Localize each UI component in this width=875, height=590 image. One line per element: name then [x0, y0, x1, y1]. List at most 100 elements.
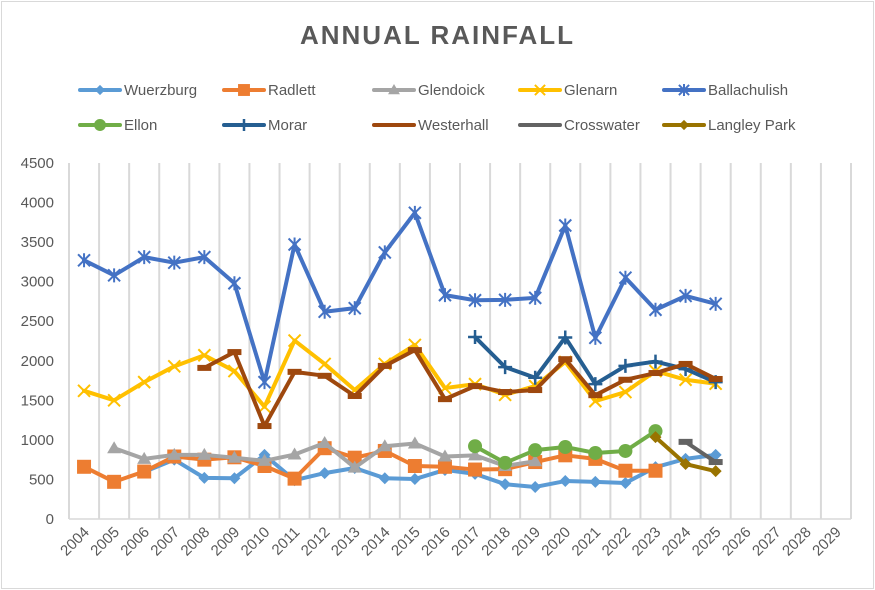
marker-x: [77, 384, 91, 398]
legend-item-ballachulish: Ballachulish: [662, 80, 788, 100]
marker-diamond: [649, 431, 662, 444]
marker-triangle: [197, 447, 212, 460]
marker-x: [287, 333, 302, 348]
marker-dash: [648, 370, 663, 377]
marker-dash: [287, 368, 302, 375]
marker-plus: [498, 360, 513, 375]
series-crosswater: [678, 438, 723, 466]
x-tick-label: 2028: [779, 524, 815, 560]
legend-item-ellon: Ellon: [78, 115, 157, 135]
x-tick-label: 2027: [749, 524, 785, 560]
x-tick-label: 2018: [478, 524, 514, 560]
marker-dash: [588, 392, 603, 399]
legend-item-langley-park: Langley Park: [662, 115, 796, 135]
y-tick-label: 4000: [21, 195, 54, 212]
legend-swatch: [372, 123, 416, 127]
legend-item-glenarn: Glenarn: [518, 80, 617, 100]
marker-star: [678, 84, 690, 96]
x-tick-label: 2005: [87, 524, 123, 560]
marker-square: [437, 459, 452, 474]
x-tick-label: 2024: [659, 524, 695, 560]
marker-dash: [257, 423, 272, 430]
marker-star: [378, 245, 392, 260]
x-tick-label: 2016: [418, 524, 454, 560]
marker-circle: [588, 445, 603, 460]
marker-triangle: [107, 441, 122, 454]
legend-label: Wuerzburg: [124, 81, 198, 99]
x-tick-label: 2025: [689, 524, 725, 560]
legend-item-westerhall: Westerhall: [372, 115, 489, 135]
marker-star: [588, 330, 603, 345]
marker-dash: [678, 438, 693, 445]
x-tick-label: 2026: [719, 524, 755, 560]
marker-dash: [197, 364, 212, 371]
x-tick-label: 2029: [809, 524, 845, 560]
marker-x: [257, 399, 272, 414]
legend-swatch: [78, 84, 122, 96]
x-tick-label: 2013: [328, 524, 364, 560]
series-line: [82, 338, 718, 409]
marker-diamond: [619, 477, 632, 490]
y-tick-label: 3500: [21, 234, 54, 251]
marker-plus: [558, 330, 573, 345]
marker-dash: [498, 389, 513, 396]
marker-triangle: [407, 436, 422, 449]
x-tick-label: 2009: [208, 524, 244, 560]
marker-triangle: [167, 447, 182, 460]
marker-triangle: [347, 460, 362, 473]
marker-star: [167, 255, 181, 270]
legend-label: Morar: [268, 116, 308, 134]
marker-circle: [558, 440, 573, 455]
marker-square: [238, 84, 250, 96]
marker-square: [107, 474, 122, 489]
series-ballachulish: [77, 205, 723, 390]
x-tick-label: 2004: [57, 524, 93, 560]
marker-star: [257, 375, 272, 390]
marker-circle: [94, 119, 106, 131]
x-tick-label: 2017: [448, 524, 484, 560]
marker-plus: [468, 330, 483, 345]
x-tick-label: 2021: [569, 524, 605, 560]
marker-dash: [708, 459, 723, 466]
x-tick-label: 2015: [388, 524, 424, 560]
legend-label: Glenarn: [564, 81, 618, 99]
x-tick-label: 2012: [298, 524, 334, 560]
marker-triangle: [257, 453, 272, 466]
series-westerhall: [197, 347, 723, 430]
series-glendoick: [107, 436, 543, 473]
y-tick-label: 4500: [21, 155, 54, 172]
x-tick-label: 2014: [358, 524, 394, 560]
marker-x: [678, 373, 693, 387]
marker-diamond: [529, 480, 542, 493]
marker-triangle: [437, 449, 452, 462]
marker-dash: [377, 362, 392, 369]
marker-circle: [468, 439, 483, 454]
marker-diamond: [678, 119, 690, 131]
marker-square: [347, 450, 362, 465]
marker-star: [468, 293, 482, 308]
marker-circle: [498, 455, 513, 470]
marker-x: [618, 385, 633, 399]
legend-label: Crosswater: [564, 116, 640, 134]
marker-circle: [618, 443, 633, 458]
marker-triangle: [287, 447, 302, 460]
legend-label: Ellon: [124, 116, 158, 134]
marker-diamond: [559, 475, 572, 488]
marker-star: [348, 301, 362, 316]
marker-plus: [528, 370, 543, 385]
legend-swatch: [372, 84, 416, 95]
marker-triangle: [388, 84, 400, 95]
y-tick-label: 2000: [21, 353, 54, 370]
marker-dash: [347, 392, 362, 399]
marker-plus: [238, 119, 250, 131]
y-tick-label: 3000: [21, 274, 54, 291]
marker-dash: [558, 356, 573, 363]
legend-label: Radlett: [268, 81, 316, 99]
marker-diamond: [318, 467, 331, 480]
legend-item-morar: Morar: [222, 115, 307, 135]
marker-x: [137, 375, 151, 389]
x-tick-label: 2023: [629, 524, 665, 560]
marker-square: [77, 459, 92, 474]
marker-circle: [528, 443, 543, 458]
